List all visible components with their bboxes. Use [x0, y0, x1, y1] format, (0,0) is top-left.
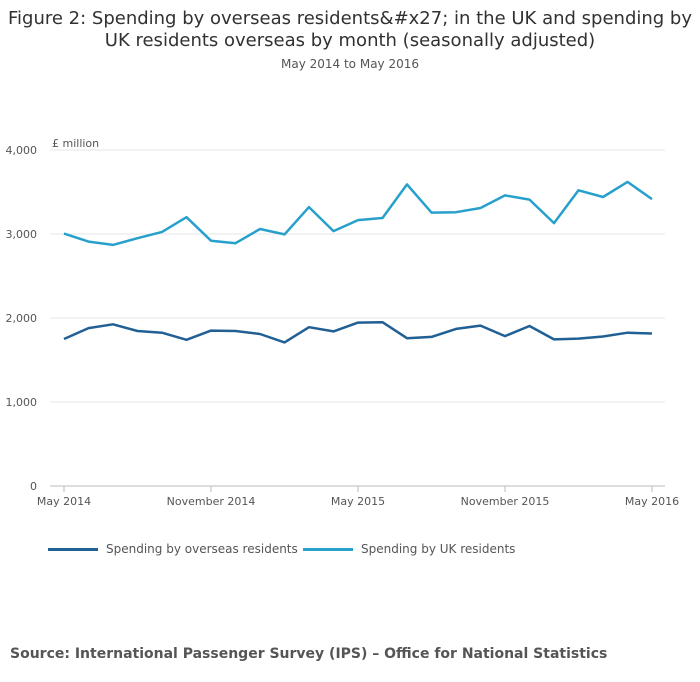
- x-tick-label: May 2015: [331, 495, 385, 508]
- legend-item-overseas-residents: Spending by overseas residents: [48, 542, 298, 556]
- legend-swatch: [48, 547, 98, 551]
- y-tick-label: 4,000: [6, 144, 38, 157]
- source-note: Source: International Passenger Survey (…: [10, 646, 608, 662]
- x-axis: May 2014 November 2014 May 2015 November 20…: [37, 486, 679, 508]
- gridlines: [50, 149, 665, 487]
- x-tick-label: November 2014: [167, 495, 256, 508]
- chart-subtitle: May 2014 to May 2016: [281, 57, 419, 71]
- y-tick-label: 2,000: [6, 312, 38, 325]
- legend-swatch: [303, 547, 353, 551]
- x-tick-label: November 2015: [461, 495, 550, 508]
- x-tick-label: May 2014: [37, 495, 91, 508]
- y-tick-label: 3,000: [6, 228, 38, 241]
- legend-label: Spending by overseas residents: [106, 542, 298, 556]
- series-line-uk-residents: [63, 180, 653, 247]
- legend-label: Spending by UK residents: [361, 542, 516, 556]
- y-axis: 0 1,000 2,000 3,000 4,000: [6, 144, 38, 493]
- y-axis-label: £ million: [52, 137, 99, 150]
- series-line-overseas-residents: [63, 320, 653, 344]
- series-lines: [63, 180, 653, 344]
- y-tick-label: 1,000: [6, 396, 38, 409]
- legend-item-uk-residents: Spending by UK residents: [303, 542, 515, 556]
- y-tick-label: 0: [30, 480, 37, 493]
- x-tick-label: May 2016: [625, 495, 679, 508]
- chart-title: Figure 2: Spending by overseas residents…: [7, 8, 693, 51]
